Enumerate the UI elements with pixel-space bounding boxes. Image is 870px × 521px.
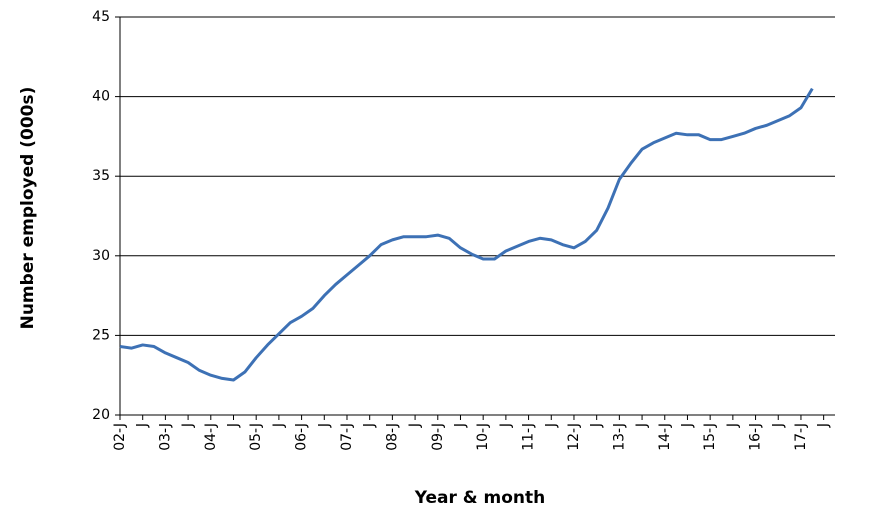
x-tick-label: J	[770, 423, 786, 428]
x-tick-label: J	[407, 423, 423, 428]
x-tick-label: J	[543, 423, 559, 428]
x-tick-label: 02-J	[112, 423, 128, 451]
x-tick-label: J	[589, 423, 605, 428]
x-tick-label: J	[180, 423, 196, 428]
x-tick-label: J	[135, 423, 151, 428]
y-tick-label: 40	[92, 89, 110, 105]
x-tick-label: 15-J	[702, 423, 718, 451]
x-tick-label: J	[271, 423, 287, 428]
x-tick-label: 10-J	[475, 423, 491, 451]
x-tick-label: J	[725, 423, 741, 428]
y-tick-label: 45	[92, 9, 110, 25]
y-tick-label: 30	[92, 248, 110, 264]
x-tick-label: 09-J	[430, 423, 446, 451]
x-tick-label: 17-J	[793, 423, 809, 451]
x-tick-label: 12-J	[566, 423, 582, 451]
x-tick-label: 05-J	[248, 423, 264, 451]
x-tick-label: J	[816, 423, 832, 428]
x-tick-label: J	[452, 423, 468, 428]
y-tick-label: 35	[92, 168, 110, 184]
x-tick-label: J	[225, 423, 241, 428]
x-tick-label: J	[679, 423, 695, 428]
x-tick-label: J	[362, 423, 378, 428]
x-tick-label: 11-J	[521, 423, 537, 451]
y-axis-title: Number employed (000s)	[18, 87, 38, 330]
x-tick-label: J	[316, 423, 332, 428]
x-tick-label: 14-J	[657, 423, 673, 451]
x-axis-title: Year & month	[414, 488, 546, 508]
x-tick-label: 13-J	[611, 423, 627, 451]
y-tick-label: 20	[92, 407, 110, 423]
x-tick-label: 16-J	[748, 423, 764, 451]
x-tick-label: J	[498, 423, 514, 428]
y-tick-label: 25	[92, 327, 110, 343]
x-tick-label: 06-J	[294, 423, 310, 451]
x-tick-label: 03-J	[157, 423, 173, 451]
x-tick-label: J	[634, 423, 650, 428]
data-line	[119, 87, 814, 382]
x-tick-label: 08-J	[384, 423, 400, 451]
x-tick-label: 04-J	[203, 423, 219, 451]
x-tick-label: 07-J	[339, 423, 355, 451]
